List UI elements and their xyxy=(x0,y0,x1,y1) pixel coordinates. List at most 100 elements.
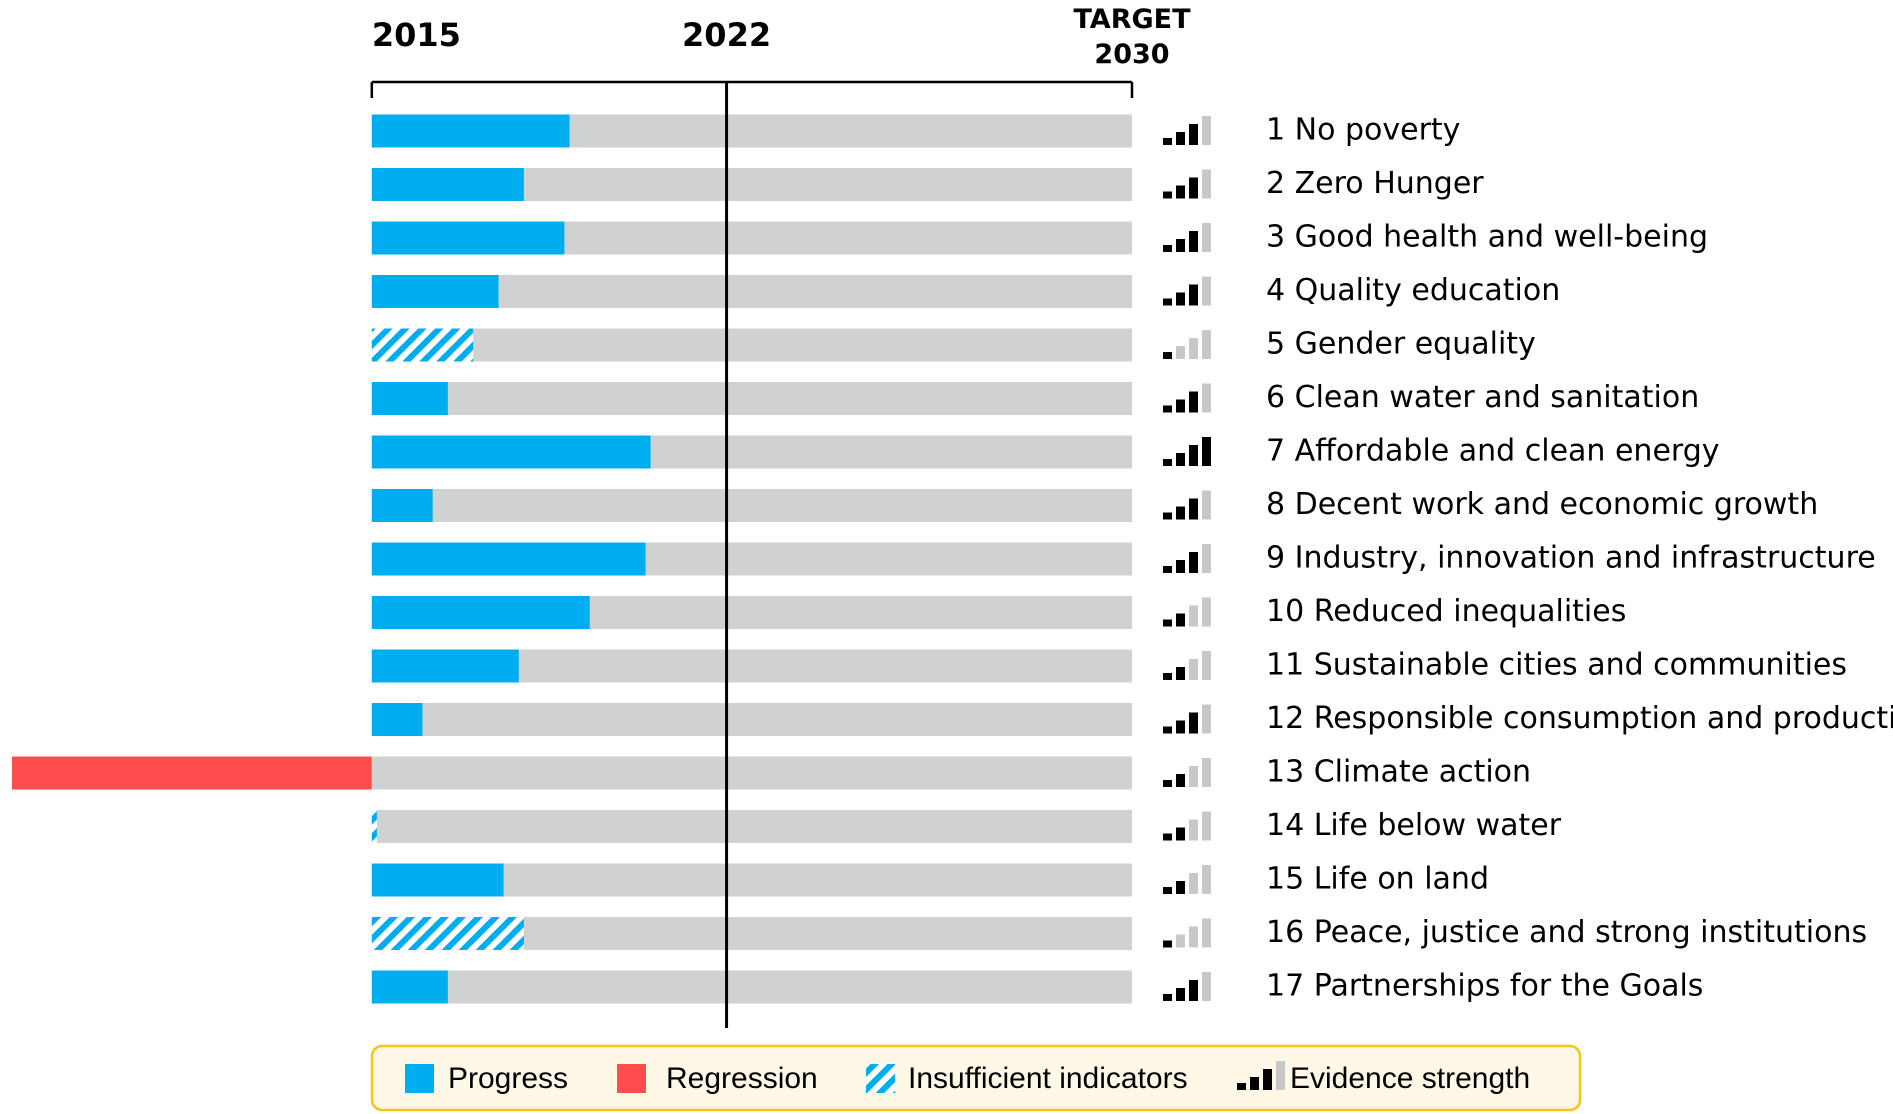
evidence-icon xyxy=(1163,704,1211,734)
evidence-bar xyxy=(1202,223,1211,252)
x-tick-label: 2022 xyxy=(682,16,771,54)
evidence-bar xyxy=(1176,239,1185,252)
evidence-bar xyxy=(1189,819,1198,841)
evidence-bar xyxy=(1176,934,1185,948)
evidence-bar xyxy=(1163,619,1172,627)
category-label: 6 Clean water and sanitation xyxy=(1266,380,1699,415)
category-label: 2 Zero Hunger xyxy=(1266,166,1484,201)
evidence-icon xyxy=(1163,811,1211,841)
evidence-bar xyxy=(1189,980,1198,1001)
category-label: 12 Responsible consumption and productio… xyxy=(1266,701,1893,736)
evidence-bar xyxy=(1189,498,1198,520)
evidence-bar xyxy=(1189,926,1198,948)
evidence-bar xyxy=(1176,613,1185,627)
evidence-icon xyxy=(1163,972,1211,1001)
legend-label: Progress xyxy=(448,1062,568,1095)
bar xyxy=(371,168,524,201)
bar xyxy=(371,328,474,362)
bar xyxy=(371,542,646,576)
evidence-bar xyxy=(1189,338,1198,359)
evidence-bar xyxy=(1202,544,1211,573)
evidence-icon xyxy=(1163,383,1211,413)
evidence-bar xyxy=(1176,881,1185,894)
evidence-icon xyxy=(1163,544,1211,573)
evidence-bar xyxy=(1189,177,1198,199)
category-label: 8 Decent work and economic growth xyxy=(1266,487,1818,522)
evidence-bar xyxy=(1202,169,1211,199)
evidence-bar xyxy=(1176,185,1185,199)
evidence-icon xyxy=(1163,490,1211,520)
category-label: 9 Industry, innovation and infrastructur… xyxy=(1266,541,1876,576)
evidence-bar xyxy=(1189,391,1198,413)
evidence-bar xyxy=(1189,445,1198,466)
evidence-bar xyxy=(1202,276,1211,306)
bar xyxy=(12,756,372,790)
evidence-bar xyxy=(1202,597,1211,627)
evidence-bar xyxy=(1163,726,1172,734)
bar xyxy=(371,863,504,897)
evidence-bar xyxy=(1163,566,1172,573)
evidence-bar xyxy=(1189,284,1198,306)
evidence-bar xyxy=(1176,346,1185,359)
bar xyxy=(371,970,448,1004)
category-label: 7 Affordable and clean energy xyxy=(1266,434,1720,469)
bar xyxy=(371,596,590,629)
evidence-icon xyxy=(1163,276,1211,306)
category-label: 3 Good health and well-being xyxy=(1266,220,1708,255)
evidence-bar xyxy=(1176,453,1185,466)
evidence-bar xyxy=(1189,552,1198,573)
evidence-icon xyxy=(1163,758,1211,787)
evidence-icon xyxy=(1163,169,1211,199)
category-label: 11 Sustainable cities and communities xyxy=(1266,648,1847,683)
legend-swatch xyxy=(405,1064,434,1093)
evidence-bar xyxy=(1176,132,1185,145)
evidence-bar xyxy=(1176,399,1185,413)
evidence-bar xyxy=(1202,116,1211,145)
bar xyxy=(371,489,433,522)
category-label: 5 Gender equality xyxy=(1266,327,1536,362)
bar xyxy=(371,221,565,255)
evidence-bar xyxy=(1202,972,1211,1001)
evidence-bar xyxy=(1189,766,1198,787)
legend-swatch xyxy=(617,1064,646,1093)
x-tick-label: TARGET 2030 xyxy=(1073,4,1191,70)
track xyxy=(371,970,1133,1004)
evidence-bar xyxy=(1163,191,1172,199)
evidence-bar xyxy=(1237,1083,1246,1090)
category-label: 17 Partnerships for the Goals xyxy=(1266,969,1703,1004)
evidence-icon xyxy=(1163,597,1211,627)
evidence-bar xyxy=(1202,383,1211,413)
evidence-bar xyxy=(1176,720,1185,734)
evidence-icon xyxy=(1163,651,1211,680)
bar xyxy=(371,435,651,469)
evidence-icon xyxy=(1163,865,1211,894)
category-label: 15 Life on land xyxy=(1266,862,1489,897)
evidence-bar xyxy=(1202,865,1211,894)
evidence-bar xyxy=(1202,758,1211,787)
evidence-bar xyxy=(1163,994,1172,1001)
track xyxy=(371,810,1133,843)
legend-swatch xyxy=(866,1064,895,1093)
evidence-bar xyxy=(1202,811,1211,841)
evidence-bar xyxy=(1189,712,1198,734)
evidence-icon xyxy=(1163,918,1211,948)
track xyxy=(371,489,1133,522)
category-label: 10 Reduced inequalities xyxy=(1266,594,1626,629)
bar xyxy=(371,275,499,308)
evidence-bar xyxy=(1163,459,1172,466)
category-label: 13 Climate action xyxy=(1266,755,1531,790)
bar xyxy=(371,810,377,843)
evidence-bar xyxy=(1189,605,1198,627)
evidence-bar xyxy=(1163,405,1172,413)
evidence-bar xyxy=(1163,887,1172,894)
evidence-bar xyxy=(1202,437,1211,466)
bar xyxy=(371,114,570,148)
evidence-bar xyxy=(1176,667,1185,680)
track xyxy=(371,382,1133,415)
evidence-bar xyxy=(1176,292,1185,306)
evidence-bar xyxy=(1163,245,1172,252)
legend-label: Evidence strength xyxy=(1290,1062,1530,1095)
evidence-bar xyxy=(1189,659,1198,680)
evidence-bar xyxy=(1263,1069,1272,1090)
